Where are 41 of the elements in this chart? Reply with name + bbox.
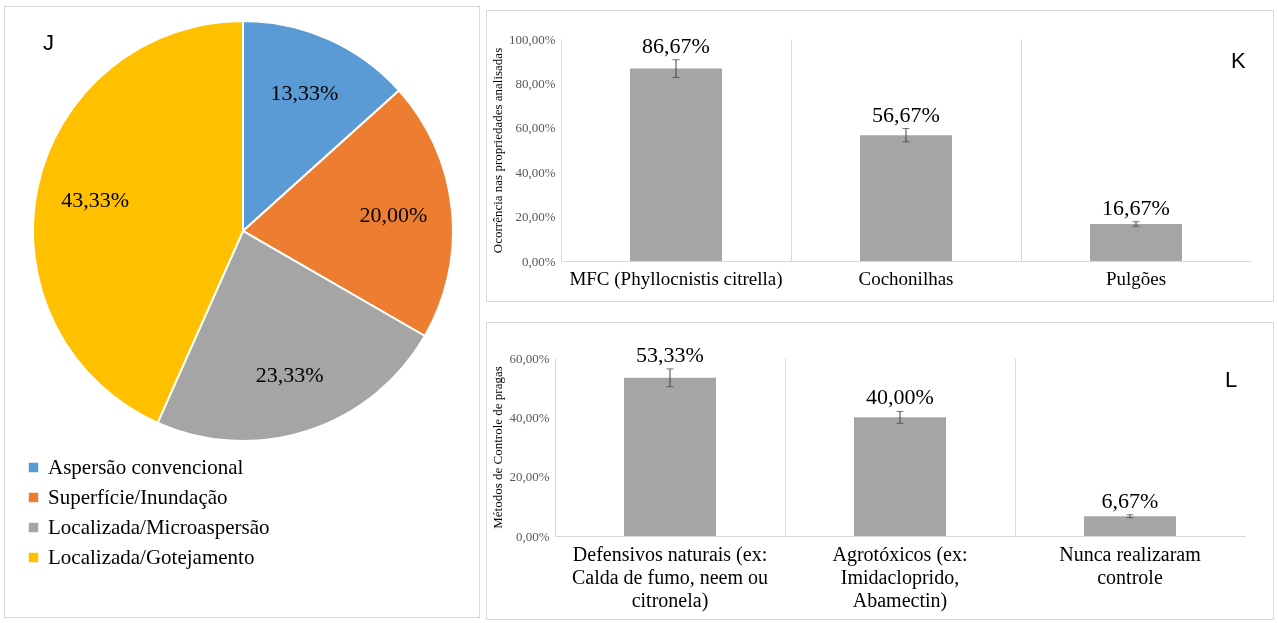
- data-label: 20,00%: [359, 202, 428, 228]
- bar: [860, 135, 952, 261]
- y-tick-label: 40,00%: [509, 409, 550, 425]
- data-label: 23,33%: [255, 361, 324, 387]
- data-label: 13,33%: [270, 79, 339, 105]
- y-tick-label: 60,00%: [509, 350, 550, 366]
- annotation: K: [1231, 48, 1246, 73]
- y-tick-label: 100,00%: [508, 31, 556, 47]
- bar: [854, 417, 946, 536]
- y-tick-label: 0,00%: [515, 528, 550, 544]
- data-label: 40,00%: [866, 384, 934, 410]
- y-axis-title: Ocorrência nas propriedades analisadas: [489, 47, 505, 254]
- bar: [630, 68, 722, 261]
- legend-label: Localizada/Microaspersão: [48, 514, 270, 539]
- data-label: 43,33%: [61, 186, 130, 212]
- legend-label: Superfície/Inundação: [48, 484, 228, 509]
- text: J: [43, 30, 54, 55]
- data-label: 56,67%: [872, 101, 940, 127]
- annotation: L: [1225, 367, 1238, 392]
- x-tick-label: Nunca realizaram controle: [1059, 542, 1202, 588]
- y-tick-label: 80,00%: [515, 75, 556, 91]
- x-tick-label: Pulgões: [1105, 267, 1167, 289]
- legend-label: Aspersão convencional: [48, 454, 244, 479]
- y-tick-label: 0,00%: [521, 253, 556, 269]
- y-axis-title: Métodos de Controle de pragas: [490, 366, 506, 529]
- data-label: 53,33%: [636, 341, 704, 367]
- bar: [1090, 223, 1182, 261]
- data-label: 6,67%: [1101, 487, 1159, 513]
- bar: [624, 377, 716, 536]
- data-label: 86,67%: [642, 32, 710, 58]
- x-tick-label: Agrotóxicos (ex: Imidacloprido, Abamectin): [832, 542, 968, 612]
- x-tick-label: Cochonilhas: [858, 267, 954, 289]
- y-tick-label: 20,00%: [509, 469, 550, 485]
- x-tick-label: MFC (Phyllocnistis citrella): [569, 267, 783, 290]
- x-tick-label: Defensivos naturais (ex: Calda de fumo, neem ou citronela): [571, 542, 769, 612]
- data-label: 16,67%: [1102, 194, 1170, 220]
- legend-label: Localizada/Gotejamento: [48, 544, 255, 569]
- y-tick-label: 40,00%: [515, 164, 556, 180]
- y-tick-label: 20,00%: [515, 209, 556, 225]
- y-tick-label: 60,00%: [515, 120, 556, 136]
- bar: [1084, 516, 1176, 536]
